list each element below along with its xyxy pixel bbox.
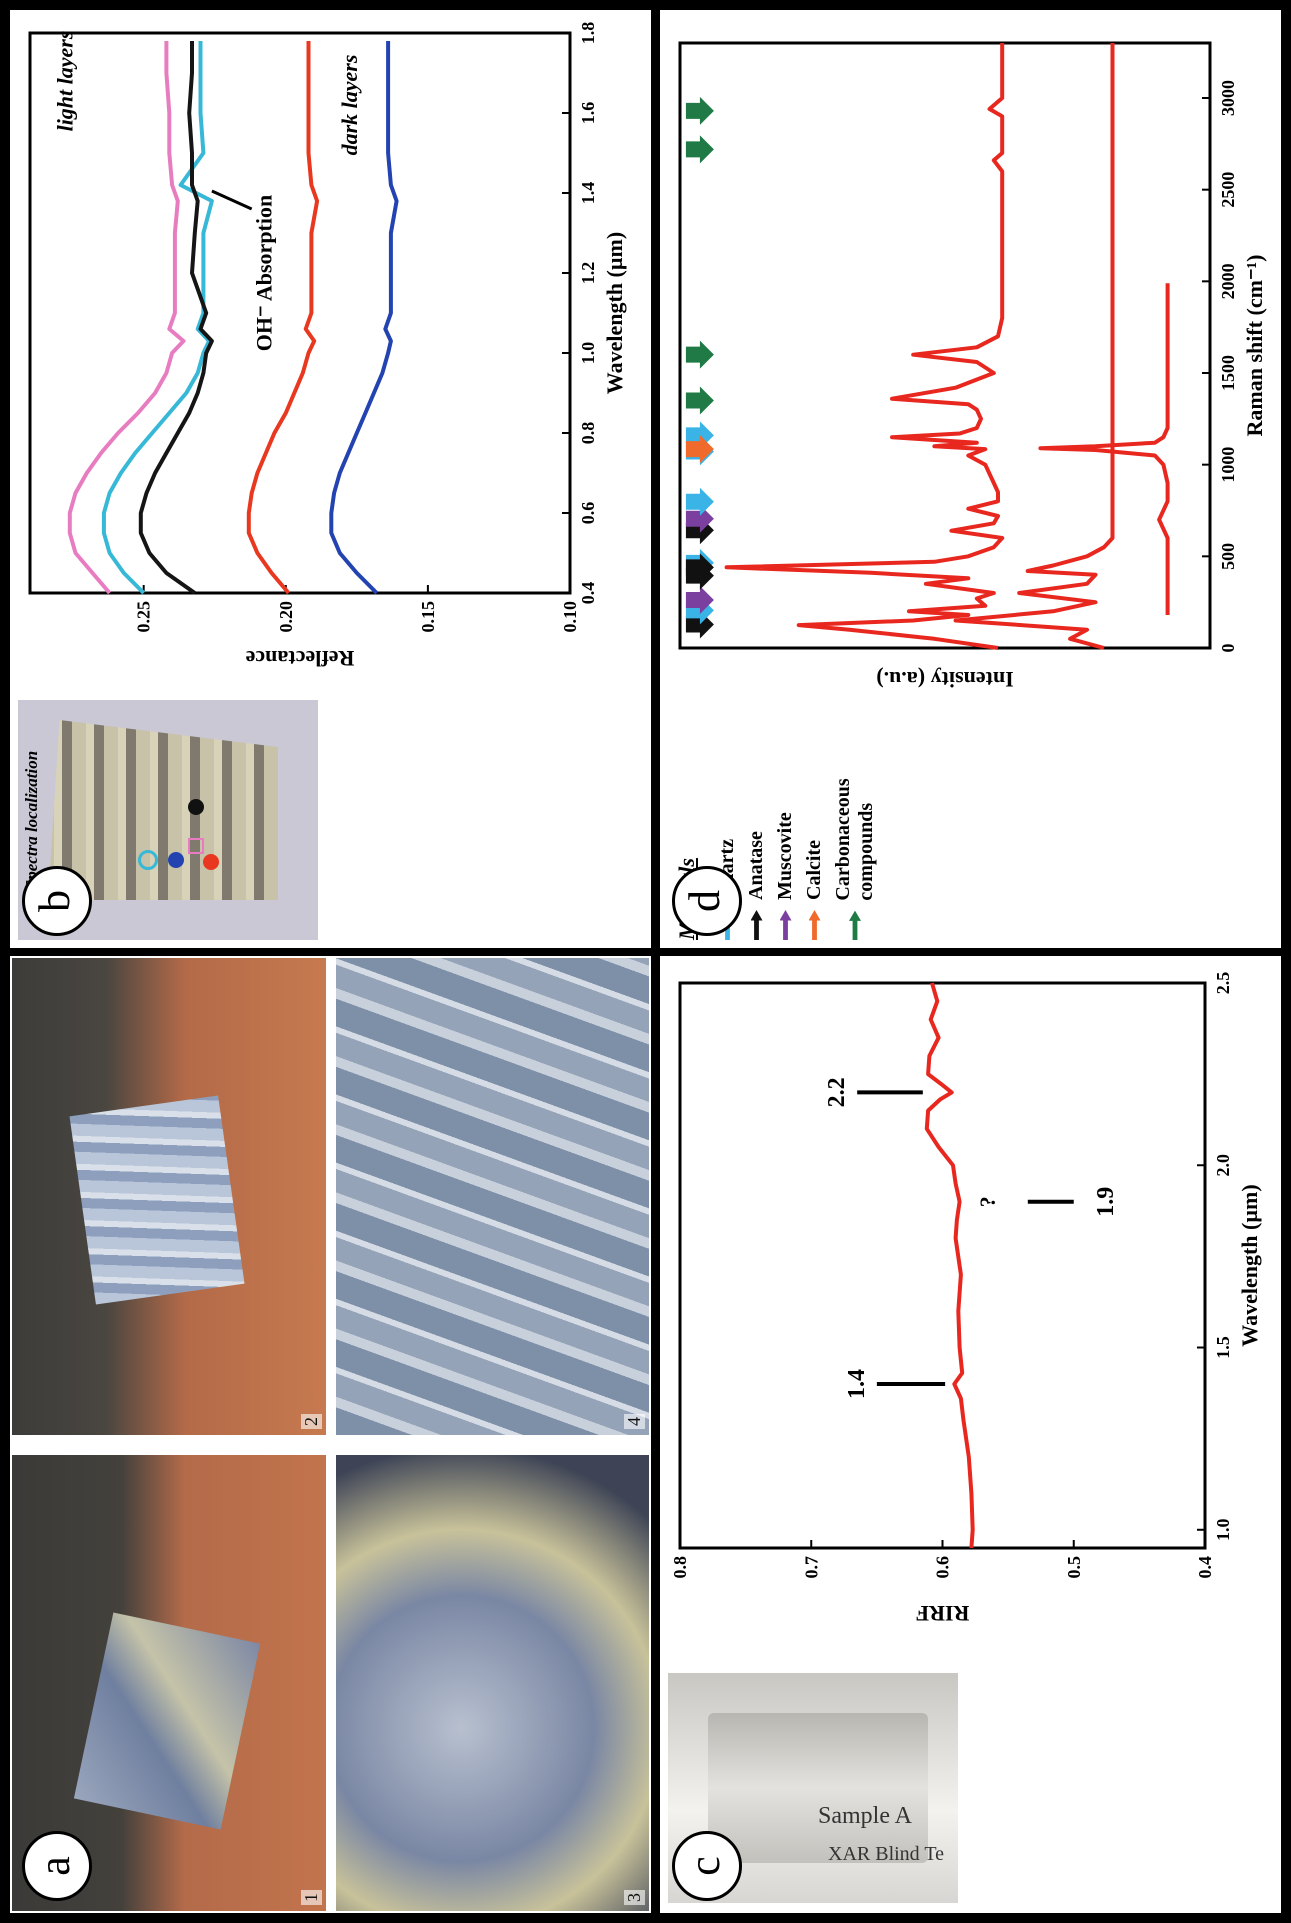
y-tick-label: 0.5 [1064,1556,1084,1579]
photo-number: 1 [301,1890,322,1905]
x-tick-label: 0.4 [578,582,598,605]
panel-label-c: c [672,1831,742,1901]
x-axis-label: Raman shift (cm⁻¹) [1242,255,1267,437]
x-tick-label: 1.2 [578,262,598,285]
raman-plot-frame [678,41,1212,650]
x-tick-label: 0 [1218,644,1238,653]
annotation-1-9: 1.9 [1093,1187,1119,1217]
y-axis-label: Intensity (a.u.) [876,667,1014,692]
x-tick-label: 1.8 [578,22,598,45]
panel-label-a: a [22,1831,92,1901]
annotation-question: ? [975,1196,1000,1207]
x-tick-label: 1.0 [578,342,598,365]
photo-number: 3 [624,1890,645,1905]
reflectance-chart: 0.4 0.6 0.8 1.0 1.2 1.4 1.6 1.8 0.10 0.15 0.20 0.25… [28,22,627,671]
peak-arrow [685,135,714,164]
x-tick-label: 1.0 [1213,1519,1233,1542]
y-tick-label: 0.20 [276,601,296,633]
y-tick-label: 0.8 [670,1556,690,1579]
y-tick-label: 0.4 [1195,1556,1215,1579]
reflectance-series-1 [67,41,186,595]
annotation-oh-absorption: OH⁻ Absorption [252,195,277,351]
x-tick-label: 2000 [1218,263,1238,299]
x-tick-label: 2500 [1218,172,1238,208]
x-tick-label: 500 [1218,543,1238,570]
reflectance-series-5 [329,41,399,595]
oh-absorption-pointer [211,189,253,211]
peak-arrow [685,504,714,533]
peak-arrow [685,553,714,582]
y-axis-label: RIRF [916,1601,970,1626]
sample-photo-3: 3 [334,1453,651,1913]
peak-arrow [685,435,714,464]
panel-label-d: d [672,866,742,936]
rirf-plot-frame [678,981,1207,1550]
raman-series-3 [1038,283,1170,615]
annotation-1-4: 1.4 [844,1369,870,1399]
panel-d: Minerals QuartzAnataseMuscoviteCalciteCa… [660,10,1281,948]
peak-arrow [685,96,714,125]
x-tick-label: 1500 [1218,355,1238,391]
panel-a: 1 2 3 4 a [10,956,651,1913]
x-tick-label: 1.6 [578,102,598,125]
annotation-dark-layers: dark layers [337,55,362,156]
y-tick-label: 0.25 [134,601,154,633]
raman-chart: 0 500 1000 1500 2000 2500 3000 Raman shift (cm⁻… [678,41,1267,692]
peak-arrow [685,386,714,415]
panel-label-b: b [22,866,92,936]
raman-series-2 [953,43,1115,650]
y-tick-label: 0.7 [801,1556,821,1579]
x-axis-label: Wavelength (µm) [1237,1184,1262,1346]
annotation-light-layers: light layers [53,31,78,132]
y-tick-label: 0.6 [933,1556,953,1579]
photo-number: 4 [624,1414,645,1429]
x-tick-label: 3000 [1218,80,1238,116]
y-axis-label: Reflectance [245,646,354,671]
x-tick-label: 2.5 [1213,972,1233,995]
reflectance-series-3 [138,41,214,595]
x-tick-label: 1.5 [1213,1336,1233,1359]
x-tick-label: 1000 [1218,447,1238,483]
rirf-series-1 [924,982,975,1549]
raman-series-1 [724,43,1005,650]
peak-arrow [685,340,714,369]
x-axis-label: Wavelength (µm) [602,232,627,394]
panel-b: Spectra localization 0.4 0.6 0.8 1.0 1.2 1.4 1… [10,10,651,948]
x-tick-label: 2.0 [1213,1154,1233,1177]
peak-arrow [685,585,714,614]
y-tick-label: 0.10 [560,601,580,633]
reflectance-series-2 [101,41,214,595]
annotation-2-2: 2.2 [824,1077,850,1107]
sample-photo-4: 4 [334,956,651,1437]
y-tick-label: 0.15 [418,601,438,633]
x-tick-label: 0.6 [578,502,598,525]
photo-number: 2 [301,1414,322,1429]
rirf-chart: 1.0 1.5 2.0 2.5 0.4 0.5 0.6 0.7 0.8 Wavelength (µ… [670,972,1262,1626]
sample-photo-2: 2 [10,956,328,1437]
x-tick-label: 0.8 [578,422,598,445]
reflectance-series-4 [246,41,320,595]
panel-c: XAR Blind Te Sample A 1.0 1.5 2.0 2.5 0.4 0.5… [660,956,1281,1913]
reflectance-plot-frame [28,31,572,595]
x-tick-label: 1.4 [578,182,598,205]
